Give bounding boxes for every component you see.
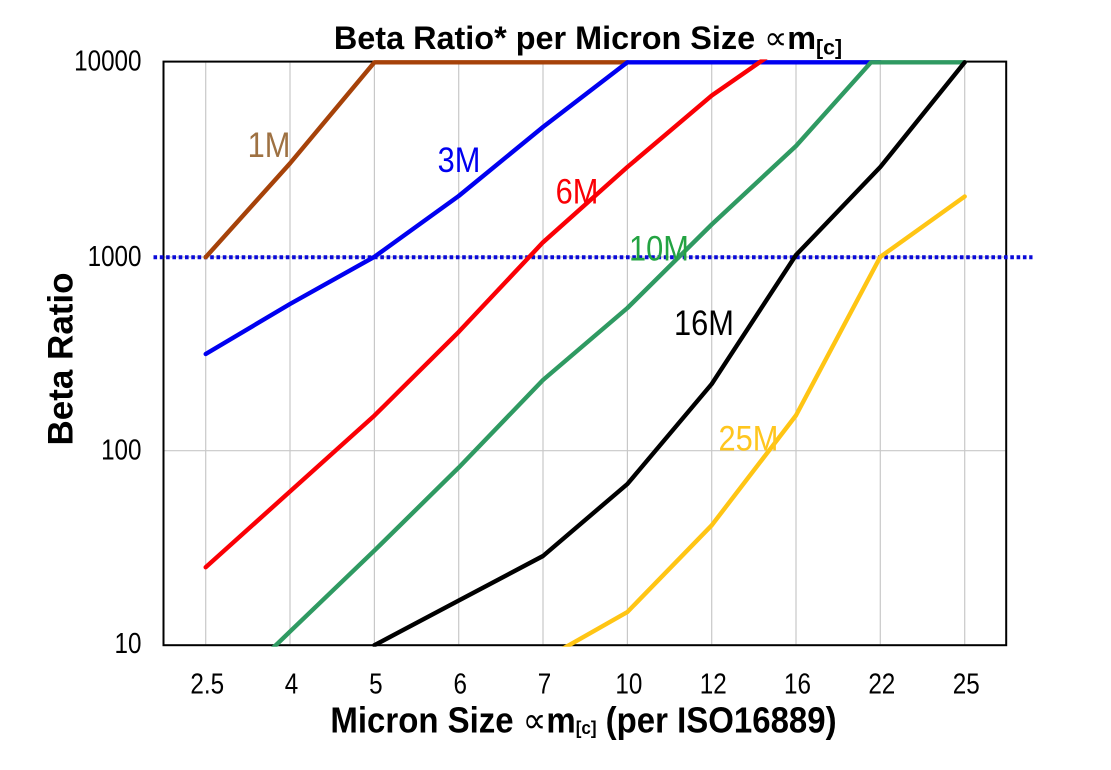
svg-text:16M: 16M (674, 303, 734, 342)
svg-text:Beta Ratio: Beta Ratio (42, 272, 81, 445)
svg-text:1000: 1000 (88, 240, 142, 272)
svg-text:10M: 10M (629, 229, 689, 268)
svg-text:16: 16 (784, 668, 811, 700)
svg-text:4: 4 (285, 668, 298, 700)
svg-text:22: 22 (868, 668, 895, 700)
svg-text:Beta Ratio* per Micron Size ∝m: Beta Ratio* per Micron Size ∝m[c] (334, 20, 842, 60)
svg-text:3M: 3M (438, 140, 481, 179)
svg-text:100: 100 (101, 433, 141, 465)
svg-text:12: 12 (700, 668, 727, 700)
svg-text:7: 7 (538, 668, 551, 700)
svg-text:6: 6 (453, 668, 466, 700)
svg-text:25: 25 (953, 668, 980, 700)
svg-text:5: 5 (369, 668, 382, 700)
svg-text:10000: 10000 (74, 45, 141, 77)
svg-text:1M: 1M (248, 125, 291, 164)
svg-text:10: 10 (615, 668, 642, 700)
svg-text:10: 10 (115, 627, 142, 659)
svg-text:2.5: 2.5 (190, 668, 224, 700)
svg-text:25M: 25M (719, 419, 779, 458)
svg-text:6M: 6M (556, 172, 599, 211)
